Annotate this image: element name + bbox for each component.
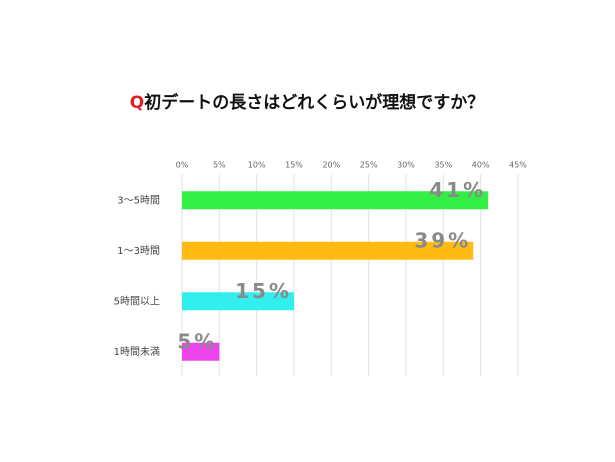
category-label: 3〜5時間 (117, 194, 160, 206)
value-label: 15% (235, 279, 292, 303)
value-label: 39% (414, 228, 471, 252)
x-tick-label: 10% (248, 161, 266, 170)
chart-title: Q初デートの長さはどれくらいが理想ですか？ (130, 92, 484, 113)
x-tick-label: 25% (360, 161, 378, 170)
category-label: 1時間未満 (114, 346, 160, 358)
value-label: 41% (429, 178, 486, 202)
title-marker: Q (130, 93, 144, 113)
bar (182, 292, 294, 311)
x-tick-label: 30% (397, 161, 415, 170)
value-label: 5% (177, 329, 217, 353)
x-tick-label: 45% (509, 161, 527, 170)
category-label: 5時間以上 (114, 295, 160, 307)
x-tick-label: 35% (434, 161, 452, 170)
x-tick-label: 0% (176, 161, 189, 170)
x-tick-label: 20% (322, 161, 340, 170)
bar (182, 342, 220, 361)
category-label: 1〜3時間 (117, 245, 160, 257)
title-text: 初デートの長さはどれくらいが理想ですか？ (144, 92, 484, 113)
bar (182, 191, 489, 210)
x-tick-label: 40% (472, 161, 490, 170)
x-tick-label: 15% (285, 161, 303, 170)
bar (182, 241, 474, 260)
x-tick-label: 5% (213, 161, 226, 170)
